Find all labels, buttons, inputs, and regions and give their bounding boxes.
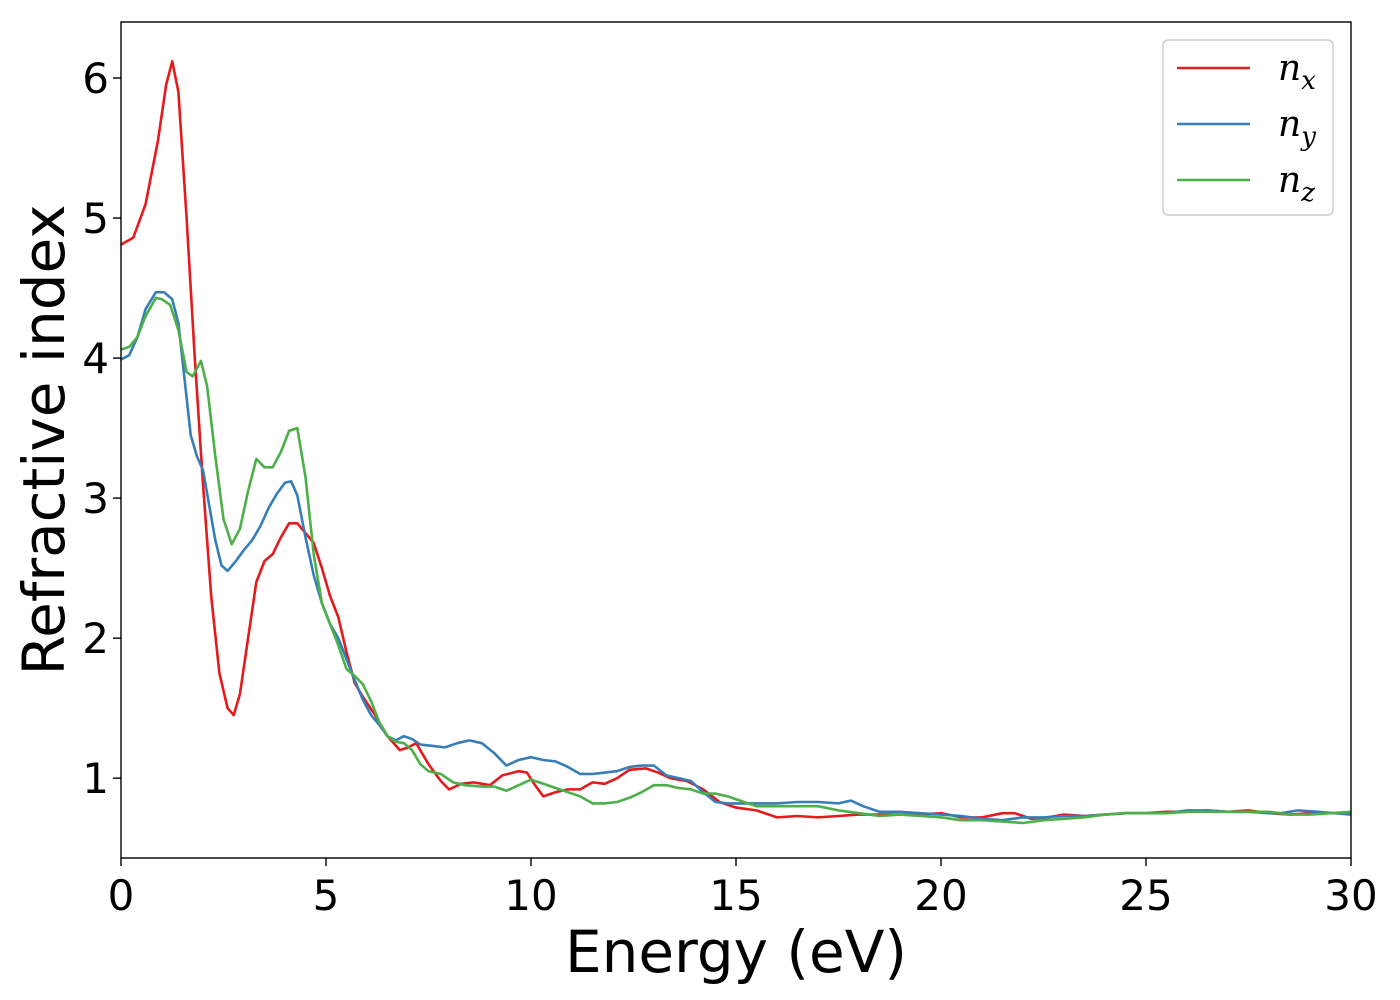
x-tick-label: 0 bbox=[108, 871, 135, 920]
y-tick-label: 4 bbox=[82, 334, 109, 383]
legend-label-nx: nx bbox=[1278, 48, 1316, 96]
y-axis-title: Refractive index bbox=[10, 204, 78, 675]
legend-label-base: n bbox=[1278, 104, 1301, 145]
x-axis-title: Energy (eV) bbox=[565, 918, 907, 986]
legend-label-subscript: x bbox=[1301, 66, 1316, 96]
legend-label-ny: ny bbox=[1278, 104, 1316, 152]
x-axis: 0 5 10 15 20 25 30 bbox=[108, 858, 1378, 920]
y-tick-label: 6 bbox=[82, 54, 109, 103]
x-tick-label: 20 bbox=[914, 871, 967, 920]
y-tick-label: 2 bbox=[82, 614, 109, 663]
y-tick-label: 3 bbox=[82, 474, 109, 523]
x-tick-label: 5 bbox=[313, 871, 340, 920]
x-tick-label: 25 bbox=[1119, 871, 1172, 920]
legend-label-subscript: z bbox=[1300, 178, 1315, 208]
legend-label-base: n bbox=[1278, 48, 1301, 89]
x-tick-label: 10 bbox=[504, 871, 557, 920]
x-tick-label: 15 bbox=[709, 871, 762, 920]
legend-label-nz: nz bbox=[1278, 160, 1315, 208]
series-line-ny bbox=[121, 290, 1351, 822]
y-axis: 1 2 3 4 5 6 bbox=[82, 54, 121, 803]
legend-label-subscript: y bbox=[1300, 122, 1316, 152]
y-tick-label: 5 bbox=[82, 194, 109, 243]
y-tick-label: 1 bbox=[82, 754, 109, 803]
x-tick-label: 30 bbox=[1324, 871, 1377, 920]
legend-frame bbox=[1162, 39, 1334, 216]
series-line-nz bbox=[121, 296, 1351, 825]
series-layer bbox=[121, 59, 1351, 825]
legend-label-base: n bbox=[1278, 160, 1301, 201]
